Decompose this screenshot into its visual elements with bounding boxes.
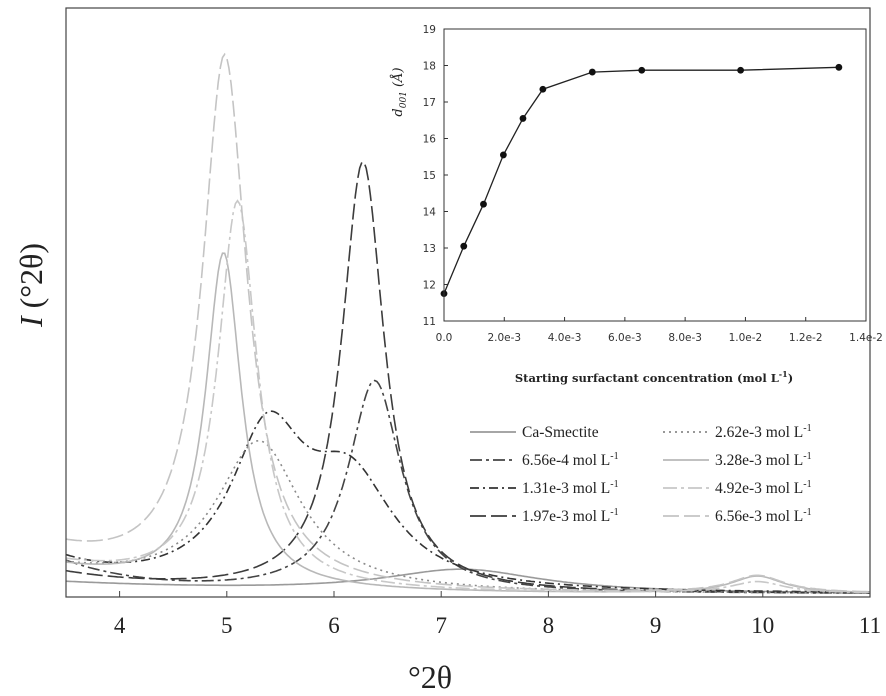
inset-x-tick-labels: 0.0 2.0e-3 4.0e-3 6.0e-3 8.0e-3 1.0e-2 1.2e-2 1… [436, 332, 883, 344]
series-line-4 [65, 161, 870, 594]
main-x-tick-label-7: 7 [435, 613, 447, 638]
inset-plot-frame [443, 28, 867, 322]
inset-x-tick-label-7: 1.4e-2 [849, 332, 883, 344]
inset-x-tick-label-2: 4.0e-3 [548, 332, 582, 344]
main-x-tick-label-9: 9 [650, 613, 662, 638]
main-x-tick-labels: 4 5 6 7 8 9 10 11 [114, 613, 881, 638]
inset-y-tick-label-19: 19 [423, 24, 436, 36]
main-x-tick-label-5: 5 [221, 613, 233, 638]
inset-y-tick-label-12: 12 [423, 280, 436, 292]
main-chart: 4 5 6 7 8 9 10 11 °2θ I (°2θ) [13, 7, 881, 695]
main-x-tick-label-8: 8 [543, 613, 555, 638]
inset-point-7 [588, 68, 596, 76]
inset-y-axis-title: d001 (Å) [390, 67, 409, 116]
legend-label-4: 1.97e-3 mol L-1 [522, 507, 619, 525]
inset-chart: 0.0 2.0e-3 4.0e-3 6.0e-3 8.0e-3 1.0e-2 1.2e-2 1… [390, 24, 883, 385]
legend-label-2: 6.56e-4 mol L-1 [522, 451, 619, 469]
inset-y-tick-label-15: 15 [423, 170, 436, 182]
inset-y-tick-label-13: 13 [423, 243, 436, 255]
legend-label-7: 4.92e-3 mol L-1 [715, 479, 812, 497]
inset-y-axis-title-sub: 001 [399, 91, 409, 108]
series-line-3 [65, 410, 870, 593]
inset-x-tick-label-6: 1.2e-2 [789, 332, 823, 344]
series-line-5 [65, 439, 870, 594]
main-x-tick-label-11: 11 [859, 613, 881, 638]
inset-x-tick-label-0: 0.0 [436, 332, 453, 344]
main-plot-frame [65, 7, 871, 598]
inset-y-axis-title-main: d [391, 108, 406, 116]
inset-y-tick-label-18: 18 [423, 61, 436, 73]
inset-point-3 [480, 200, 487, 208]
series-line-6 [65, 252, 871, 594]
main-y-axis-title-unit: (°2θ) [13, 243, 49, 316]
inset-x-tick-label-4: 8.0e-3 [668, 332, 702, 344]
inset-trend-line [443, 66, 839, 294]
legend-label-3: 1.31e-3 mol L-1 [522, 479, 619, 497]
main-x-tick-label-6: 6 [328, 613, 340, 638]
inset-point-2 [460, 242, 468, 250]
inset-x-axis-title: Starting surfactant concentration (mol L… [515, 369, 793, 385]
inset-x-tick-label-3: 6.0e-3 [608, 332, 642, 344]
main-x-ticks [119, 591, 871, 597]
inset-point-9 [737, 66, 745, 74]
main-x-tick-label-10: 10 [751, 613, 774, 638]
inset-y-tick-label-14: 14 [423, 207, 437, 219]
inset-y-tick-labels: 11 12 13 14 15 16 17 18 19 [423, 24, 437, 328]
legend-label-6: 3.28e-3 mol L-1 [715, 451, 812, 469]
legend-label-8: 6.56e-3 mol L-1 [715, 507, 812, 525]
inset-y-axis-title-unit: (Å) [390, 67, 406, 91]
inset-x-tick-label-1: 2.0e-3 [487, 332, 521, 344]
main-series-group [65, 52, 871, 594]
series-line-8 [65, 52, 870, 593]
inset-y-tick-label-16: 16 [423, 134, 437, 146]
main-x-tick-label-4: 4 [114, 613, 126, 638]
inset-x-axis-title-main: Starting surfactant concentration (mol L [515, 371, 779, 385]
main-y-axis-title-symbol: I [13, 315, 49, 328]
inset-point-4 [499, 151, 507, 159]
inset-points [440, 63, 843, 298]
inset-ticks [443, 28, 867, 322]
inset-x-axis-title-end: ) [788, 371, 793, 385]
main-x-axis-title: °2θ [408, 659, 452, 695]
inset-point-10 [835, 63, 843, 71]
main-y-axis-title: I (°2θ) [13, 243, 49, 328]
series-line-7 [65, 199, 870, 594]
inset-point-5 [519, 115, 527, 122]
inset-x-axis-title-sup: -1 [779, 369, 788, 379]
legend-label-5: 2.62e-3 mol L-1 [715, 423, 812, 441]
inset-x-tick-label-5: 1.0e-2 [729, 332, 763, 344]
legend: Ca-Smectite 6.56e-4 mol L-1 1.31e-3 mol L-… [470, 423, 812, 525]
inset-y-tick-label-17: 17 [423, 97, 436, 109]
legend-label-1: Ca-Smectite [522, 424, 599, 441]
inset-y-tick-label-11: 11 [423, 316, 436, 328]
inset-point-8 [638, 66, 646, 74]
inset-point-6 [539, 85, 547, 93]
